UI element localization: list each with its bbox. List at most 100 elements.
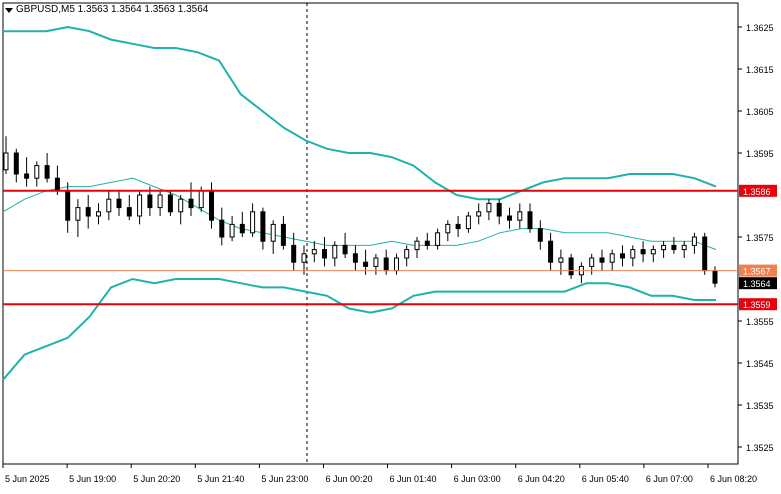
candle-body: [363, 261, 369, 267]
candle-body: [496, 202, 502, 217]
y-tick-label: 1.3555: [746, 317, 774, 327]
x-tick-label: 5 Jun 19:00: [69, 474, 116, 484]
candle-body: [630, 249, 636, 259]
candle-body: [537, 228, 543, 242]
candle-body: [178, 198, 184, 213]
candle-body: [404, 249, 410, 259]
x-tick-label: 6 Jun 03:00: [454, 474, 501, 484]
x-tick-label: 6 Jun 07:00: [646, 474, 693, 484]
candle: [486, 199, 492, 221]
candle: [24, 157, 30, 187]
price-level-tag: [739, 298, 777, 311]
candle-body: [219, 219, 225, 238]
candle-body: [85, 207, 91, 217]
x-tick-label: 6 Jun 01:40: [390, 474, 437, 484]
candle-body: [702, 236, 708, 272]
candle-body: [712, 270, 718, 284]
candle: [229, 216, 235, 242]
candle-body: [455, 223, 461, 230]
candle-body: [517, 211, 523, 221]
candle: [373, 253, 379, 275]
candle: [352, 245, 358, 271]
candle: [13, 148, 19, 183]
candle-body: [589, 257, 595, 267]
candle-body: [322, 249, 327, 259]
candle-body: [352, 253, 358, 263]
candle-body: [476, 211, 482, 217]
candle: [435, 228, 441, 250]
candle: [527, 203, 533, 233]
candle: [137, 190, 143, 225]
y-tick-label: 1.3575: [746, 233, 774, 243]
candle: [178, 195, 184, 225]
x-tick-label: 5 Jun 2025: [5, 474, 50, 484]
candle-body: [548, 240, 554, 263]
candle-body: [65, 190, 71, 221]
candle: [301, 245, 307, 275]
candle: [465, 211, 471, 233]
candle: [455, 216, 461, 237]
candle-body: [640, 249, 646, 255]
candle-body: [44, 165, 50, 179]
candle: [445, 220, 451, 242]
candle-body: [609, 253, 615, 263]
candle-body: [198, 190, 204, 209]
candle: [702, 232, 708, 275]
candle-body: [96, 211, 101, 217]
candle: [507, 207, 512, 229]
candle-body: [661, 244, 667, 251]
candle-body: [342, 244, 348, 255]
candle: [75, 199, 81, 237]
candle: [322, 237, 327, 267]
candle-body: [394, 257, 399, 272]
candle-body: [239, 223, 245, 234]
candle-body: [157, 194, 163, 209]
y-tick-label: 1.3615: [746, 65, 774, 75]
candle-body: [599, 257, 605, 263]
candle: [517, 203, 523, 229]
candle: [250, 203, 256, 237]
candle: [630, 245, 636, 267]
candle: [650, 245, 656, 263]
y-tick-label: 1.3525: [746, 443, 774, 453]
candle: [589, 253, 595, 275]
candle-body: [620, 253, 625, 259]
candle: [157, 190, 163, 216]
price-level-tag: [739, 264, 777, 277]
candle-body: [486, 202, 492, 213]
candle: [537, 220, 543, 250]
x-tick-label: 6 Jun 04:20: [518, 474, 565, 484]
candle-body: [424, 240, 430, 246]
candle: [116, 190, 122, 216]
price-level-label: 1.3559: [743, 300, 771, 310]
candle-body: [13, 152, 19, 175]
x-tick-label: 6 Jun 08:20: [710, 474, 757, 484]
candle-body: [209, 190, 214, 221]
candle-body: [445, 223, 451, 234]
candle-body: [260, 211, 266, 242]
candle-body: [527, 211, 533, 230]
candle: [671, 237, 677, 254]
chart-menu-arrow-icon[interactable]: [5, 8, 13, 13]
candle: [219, 207, 225, 246]
candle-body: [188, 198, 194, 209]
current-price-tag: [739, 277, 777, 290]
candle: [167, 190, 173, 216]
candle: [311, 241, 317, 263]
x-tick-label: 5 Jun 23:00: [261, 474, 308, 484]
candle: [620, 245, 625, 267]
candle-body: [54, 177, 60, 192]
candle-body: [229, 223, 235, 238]
candle-body: [435, 232, 441, 246]
y-tick-label: 1.3535: [746, 401, 774, 411]
candle: [691, 232, 697, 254]
x-tick-label: 6 Jun 00:20: [326, 474, 373, 484]
candle-body: [383, 257, 389, 272]
y-tick-label: 1.3625: [746, 23, 774, 33]
y-tick-label: 1.3545: [746, 359, 774, 369]
candle-body: [558, 257, 564, 263]
candle: [404, 245, 410, 267]
candle: [414, 237, 420, 258]
candle: [280, 216, 286, 250]
